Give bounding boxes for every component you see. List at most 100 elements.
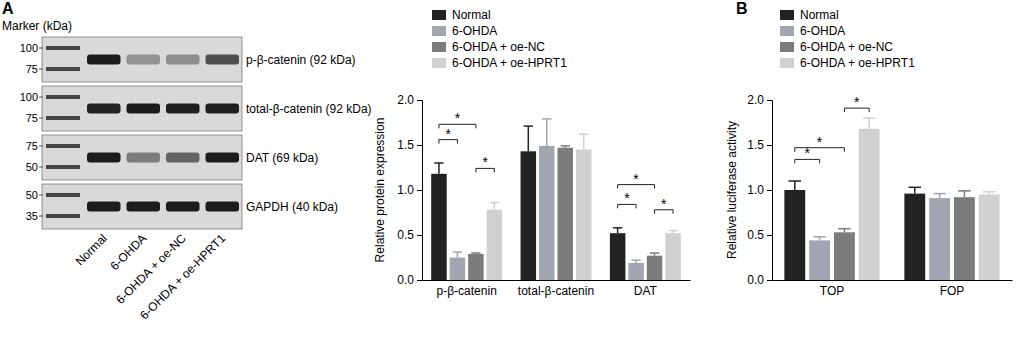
marker-band (46, 193, 80, 197)
y-tick: 1.0 (747, 183, 772, 197)
bar (647, 256, 663, 280)
marker-label: 50 (26, 189, 38, 201)
x-axis: TOPFOP (773, 281, 1013, 298)
error-bar-cap (490, 202, 499, 204)
lane-label: 6-OHDA + oe-NC (113, 231, 189, 307)
legend-swatch (432, 42, 446, 52)
error-bar-stem (964, 191, 966, 197)
error-bar-cap (958, 190, 971, 192)
legend-swatch (780, 42, 794, 52)
y-tick: 1.5 (747, 138, 772, 152)
y-tick-label: 0.0 (747, 273, 764, 287)
legend-swatch (432, 10, 446, 20)
y-tick: 0.0 (747, 273, 772, 287)
marker-tick (39, 69, 43, 70)
x-tick: p-β-catenin (437, 284, 497, 298)
row-label: DAT (69 kDa) (246, 151, 318, 165)
y-tick-mark (417, 280, 422, 281)
error-bar-cap (561, 145, 570, 147)
marker-band (46, 144, 80, 148)
blot-strip (42, 184, 242, 229)
bar (904, 194, 925, 280)
error-bar-cap (579, 133, 588, 135)
legend-label: 6-OHDA (452, 24, 497, 38)
y-tick-mark (417, 190, 422, 191)
error-bar-stem (528, 126, 530, 151)
y-axis-title: Relative luciferase activity (725, 121, 739, 259)
error-bar-cap (813, 236, 826, 238)
bar (979, 195, 1000, 281)
error-bar-cap (542, 118, 551, 120)
bar (610, 233, 626, 280)
error-bar (958, 191, 971, 197)
significance-label: * (854, 94, 860, 110)
marker-label: 35 (26, 210, 38, 222)
significance-label: * (624, 190, 630, 206)
y-tick-mark (767, 190, 772, 191)
y-tick-label: 0.5 (747, 228, 764, 242)
y-tick: 2.0 (397, 93, 422, 107)
error-bar-stem (617, 228, 619, 233)
y-tick-mark (767, 100, 772, 101)
error-bar (631, 260, 640, 263)
bar (576, 150, 592, 281)
error-bar-cap (631, 259, 640, 261)
legend-label: 6-OHDA + oe-HPRT1 (800, 56, 915, 70)
error-bar-cap (613, 227, 622, 229)
marker-tick (39, 97, 43, 98)
bar (468, 254, 484, 280)
error-bar-stem (914, 187, 916, 193)
blot-strip (42, 37, 242, 82)
error-bar-cap (471, 252, 480, 254)
legend-swatch (432, 26, 446, 36)
panel-label: A (2, 0, 14, 17)
bar (450, 258, 466, 281)
x-tick: total-β-catenin (518, 284, 594, 298)
y-tick-label: 1.5 (747, 138, 764, 152)
blot-band (166, 153, 200, 163)
bar (954, 197, 975, 280)
blot-band (166, 104, 200, 114)
y-tick-label: 2.0 (747, 93, 764, 107)
western-blot: AMarker (kDa)10075p-β-catenin (92 kDa)10… (2, 0, 372, 322)
significance-label: * (445, 126, 451, 142)
y-axis-title: Relative protein expression (373, 118, 387, 263)
blot-strip (42, 86, 242, 131)
error-bar (909, 187, 922, 193)
error-bar-cap (838, 228, 851, 230)
bar (628, 263, 644, 280)
y-tick: 1.5 (397, 138, 422, 152)
bar (834, 232, 855, 280)
error-bar-stem (438, 163, 440, 174)
blot-band (127, 202, 161, 212)
bar (539, 146, 555, 280)
error-bar (863, 118, 876, 129)
error-bar (453, 252, 462, 257)
y-tick: 0.5 (397, 228, 422, 242)
legend-swatch (780, 10, 794, 20)
legend: Normal6-OHDA6-OHDA + oe-NC6-OHDA + oe-HP… (432, 8, 567, 70)
marker-tick (39, 216, 43, 217)
chart: 0.00.51.01.52.0p-β-catenintotal-β-cateni… (373, 8, 691, 298)
x-tick: FOP (940, 284, 965, 298)
x-tick: DAT (634, 284, 658, 298)
marker-band (46, 116, 80, 120)
legend-label: 6-OHDA (800, 24, 845, 38)
blot-band (87, 55, 121, 65)
y-axis-line (767, 101, 773, 281)
blot-strip (42, 135, 242, 180)
y-tick-label: 1.5 (397, 138, 414, 152)
marker-label: 75 (26, 63, 38, 75)
plot-marks (784, 118, 999, 280)
blot-band (127, 104, 161, 114)
error-bar-cap (789, 180, 802, 182)
error-bar (471, 253, 480, 255)
blot-band (206, 55, 240, 65)
marker-header: Marker (kDa) (2, 19, 72, 33)
legend: Normal6-OHDA6-OHDA + oe-NC6-OHDA + oe-HP… (780, 8, 915, 70)
blot-band (166, 202, 200, 212)
bar (809, 240, 830, 280)
marker-label: 100 (20, 42, 38, 54)
marker-label: 100 (20, 91, 38, 103)
error-bar-stem (494, 203, 496, 210)
